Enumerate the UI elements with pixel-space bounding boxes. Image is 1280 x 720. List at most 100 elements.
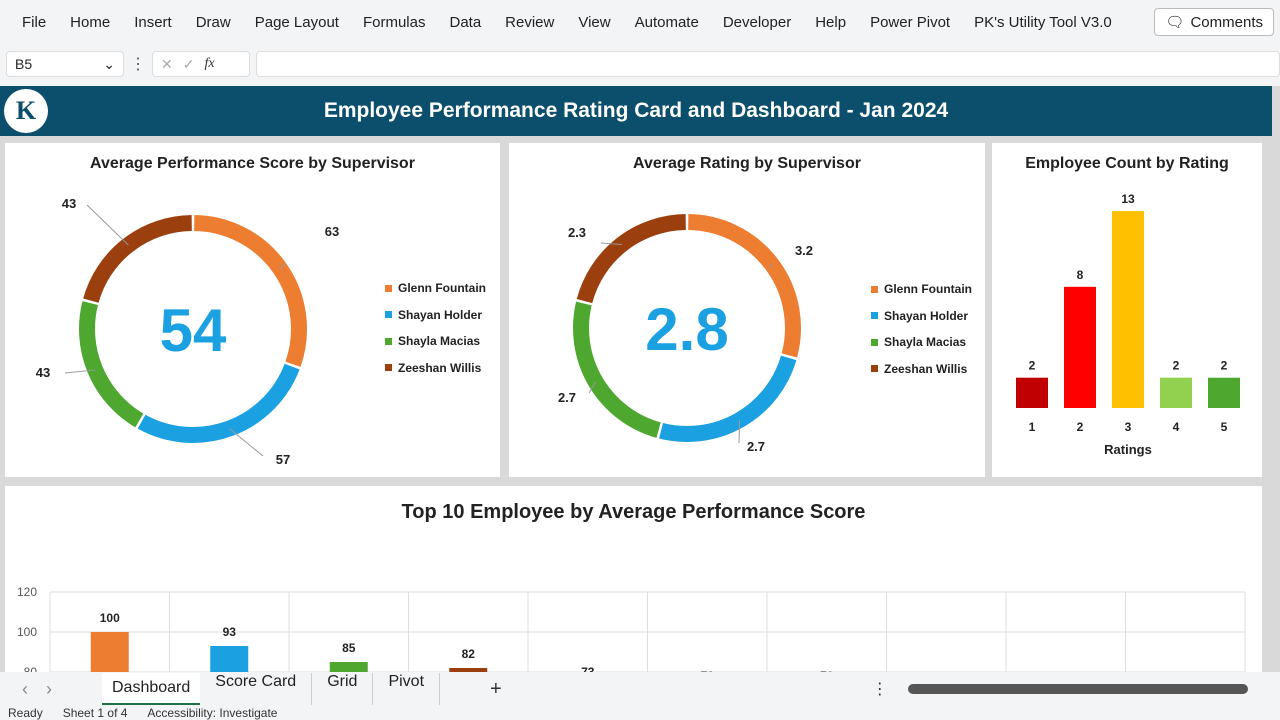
center-value: 2.8 <box>645 296 728 363</box>
legend: Glenn Fountain Shayan Holder Shayla Macias… <box>871 276 972 382</box>
legend-label: Zeeshan Willis <box>398 360 482 375</box>
prev-sheet-icon[interactable]: ‹ <box>22 678 28 699</box>
ribbon-menu: File Home Insert Draw Page Layout Formulas Dat… <box>0 0 1280 44</box>
next-sheet-icon[interactable]: › <box>46 678 52 699</box>
tab-dashboard[interactable]: Dashboard <box>102 673 201 705</box>
more-options-icon[interactable]: ⋮ <box>871 681 888 698</box>
data-label: 85 <box>342 641 356 655</box>
donut-segment <box>83 215 193 303</box>
legend-label: Shayan Holder <box>398 307 483 322</box>
y-tick-label: 80 <box>24 665 38 672</box>
bar <box>449 668 488 672</box>
donut-segment <box>137 363 300 443</box>
name-box[interactable]: B5 ⌄ <box>6 51 124 77</box>
legend-label: Shayla Macias <box>884 335 967 350</box>
x-tick-label: 2 <box>1077 420 1084 434</box>
data-label: 57 <box>276 452 290 467</box>
x-tick-label: 1 <box>1029 420 1036 434</box>
tab-grid[interactable]: Grid <box>312 673 374 705</box>
legend-swatch <box>871 312 878 320</box>
page-title: Employee Performance Rating Card and Das… <box>323 99 949 122</box>
y-tick-label: 120 <box>17 585 37 599</box>
legend: Glenn Fountain Shayan Holder Shayla Macias… <box>385 275 486 381</box>
logo: K <box>4 89 48 133</box>
leader-line <box>600 242 622 245</box>
legend-label: Shayla Macias <box>398 334 481 349</box>
banner: K Employee Performance Rating Card and D… <box>0 86 1272 136</box>
data-label: 3.2 <box>795 243 813 258</box>
horizontal-scrollbar[interactable] <box>907 684 1248 694</box>
data-label: 93 <box>223 625 237 639</box>
tab-pivot[interactable]: Pivot <box>373 673 441 705</box>
x-axis-title: Ratings <box>1104 442 1152 457</box>
data-label: 2.7 <box>558 390 576 405</box>
chart-title: Average Performance Score by Supervisor <box>90 155 415 172</box>
menu-automate[interactable]: Automate <box>634 13 699 31</box>
legend-item: Shayla Macias <box>871 329 972 356</box>
menu-help[interactable]: Help <box>815 13 847 31</box>
menu-home[interactable]: Home <box>70 13 111 31</box>
menu-insert[interactable]: Insert <box>134 13 172 31</box>
donut-score-panel: Average Performance Score by Supervisor … <box>5 143 500 477</box>
top10-panel: Top 10 Employee by Average Performance S… <box>5 486 1262 672</box>
leader-line <box>229 428 264 457</box>
legend-label: Zeeshan Willis <box>884 361 968 376</box>
menu-formulas[interactable]: Formulas <box>362 13 426 31</box>
y-tick-label: 100 <box>17 625 37 639</box>
menu-draw[interactable]: Draw <box>195 13 231 31</box>
legend-item: Shayla Macias <box>385 328 486 355</box>
leader-line <box>768 263 772 269</box>
menu-pk-s-utility-tool-v3-0[interactable]: PK's Utility Tool V3.0 <box>974 13 1112 31</box>
chart-title: Top 10 Employee by Average Performance S… <box>401 501 866 523</box>
bar <box>1208 377 1240 408</box>
formula-bar: B5 ⌄ ⋮ ✕ ✓ fx <box>6 50 1280 78</box>
data-label: 71 <box>820 669 834 672</box>
data-label: 73 <box>581 665 595 672</box>
menu-developer[interactable]: Developer <box>722 13 792 31</box>
data-label: 8 <box>1077 268 1084 282</box>
legend-item: Glenn Fountain <box>871 276 972 303</box>
rating-count-panel: Employee Count by Rating 2 1 8 2 13 3 2 4 2 5 Rati… <box>992 143 1262 477</box>
tab-score-card[interactable]: Score Card <box>200 673 313 705</box>
legend-swatch <box>871 365 878 373</box>
accessibility-status[interactable]: Accessibility: Investigate <box>147 706 278 720</box>
comments-button[interactable]: 🗨 Comments <box>1154 8 1274 36</box>
legend-swatch <box>385 311 392 319</box>
data-label: 63 <box>325 224 339 239</box>
function-icon[interactable]: fx <box>204 56 215 71</box>
data-label: 13 <box>1121 192 1135 206</box>
chevron-down-icon: ⌄ <box>103 55 115 72</box>
donut-segment <box>576 214 686 304</box>
cancel-icon[interactable]: ✕ <box>161 55 173 72</box>
add-sheet-icon[interactable]: + <box>490 677 502 700</box>
legend-item: Zeeshan Willis <box>385 355 486 382</box>
data-label: 2 <box>1221 359 1228 373</box>
donut-rating-chart: 3.2 2.7 2.7 2.3 2.8 <box>558 214 813 454</box>
rating-count-chart: 2 1 8 2 13 3 2 4 2 5 Ratings <box>1016 192 1240 457</box>
menu-data[interactable]: Data <box>449 13 482 31</box>
data-label: 2 <box>1173 359 1180 373</box>
data-label: 2 <box>1029 359 1036 373</box>
menu-review[interactable]: Review <box>505 13 555 31</box>
bar <box>1160 377 1192 408</box>
center-value: 54 <box>160 297 227 364</box>
sheet-tabs: ‹ › Dashboard Score Card Grid Pivot + ⋮ <box>0 672 1280 706</box>
bar <box>90 632 129 672</box>
more-icon: ⋮ <box>130 56 146 73</box>
menu-page-layout[interactable]: Page Layout <box>254 13 339 31</box>
legend-label: Glenn Fountain <box>398 281 486 296</box>
legend-item: Zeeshan Willis <box>871 356 972 383</box>
menu-view[interactable]: View <box>578 13 611 31</box>
menu-power-pivot[interactable]: Power Pivot <box>870 13 951 31</box>
formula-controls: ✕ ✓ fx <box>152 51 250 77</box>
bar <box>1016 377 1048 408</box>
legend-label: Glenn Fountain <box>884 282 972 297</box>
donut-segment <box>79 301 144 428</box>
legend-swatch <box>385 284 392 292</box>
leader-line <box>279 262 286 269</box>
formula-input[interactable] <box>256 51 1280 77</box>
status-bar: Ready Sheet 1 of 4 Accessibility: Invest… <box>8 706 277 720</box>
enter-icon[interactable]: ✓ <box>182 55 195 72</box>
top10-chart: 6080100120100938582737171696565 <box>17 585 1246 672</box>
menu-file[interactable]: File <box>22 13 47 31</box>
